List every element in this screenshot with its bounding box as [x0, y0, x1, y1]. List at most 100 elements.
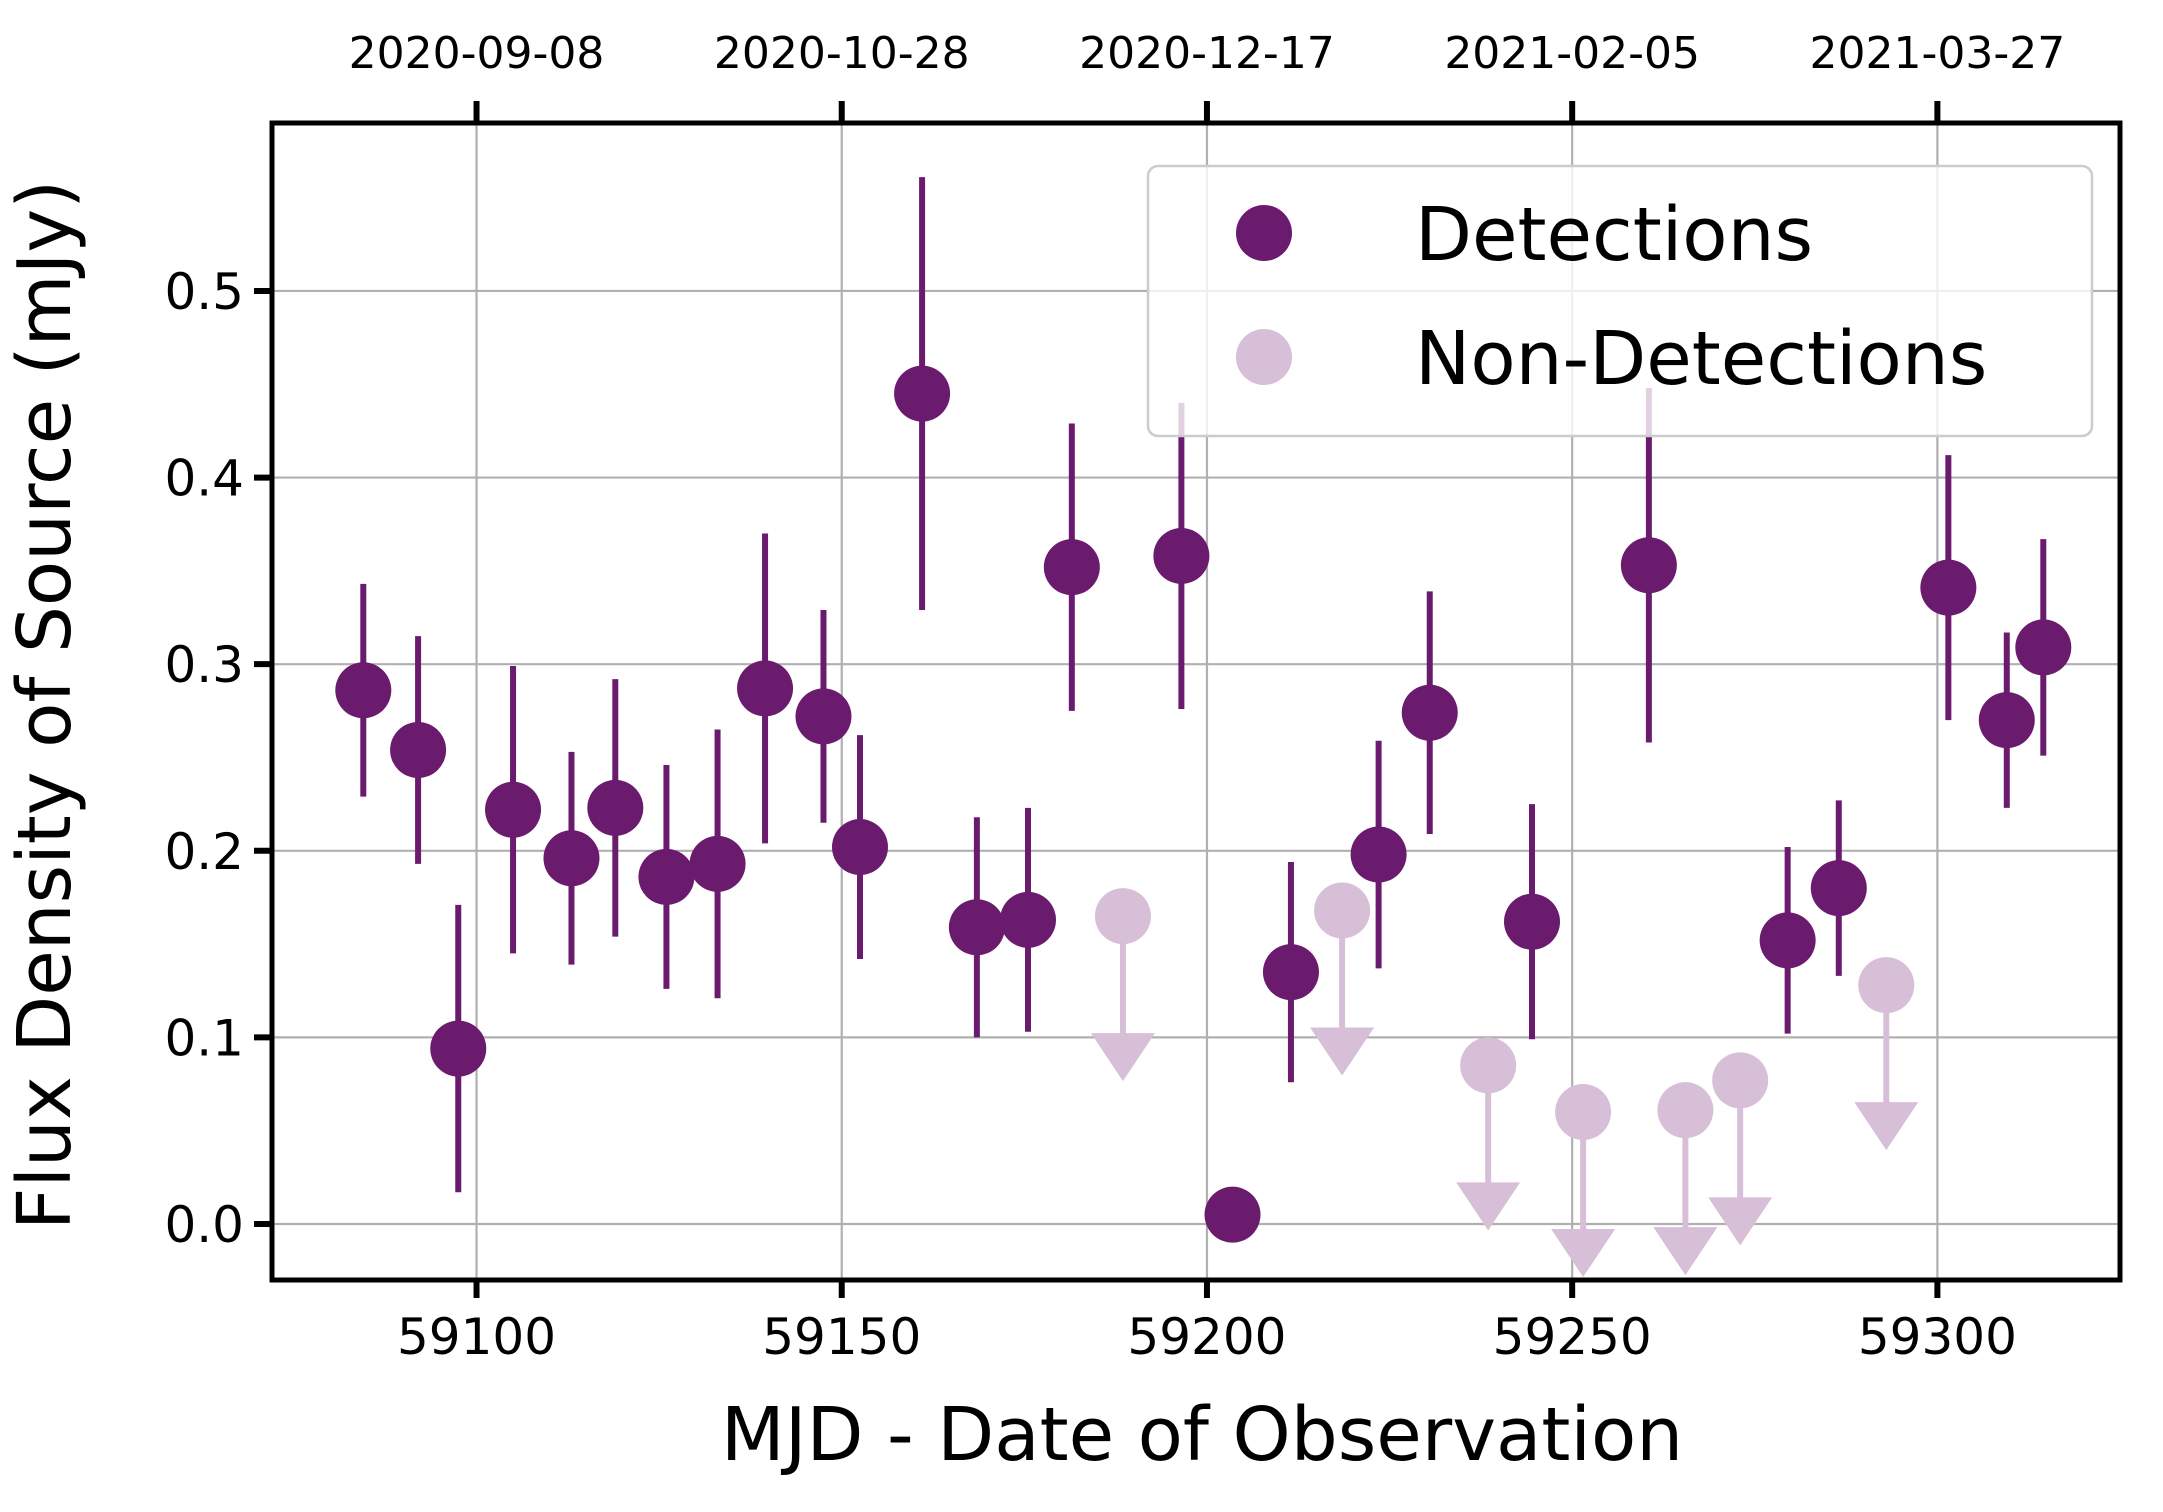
non-detection-point — [1551, 1084, 1616, 1278]
non-detection-marker — [1314, 882, 1371, 939]
y-tick-label: 0.1 — [164, 1009, 244, 1067]
detection-point — [737, 533, 794, 844]
detection-marker — [638, 848, 695, 905]
non-detection-point — [1854, 957, 1919, 1151]
detection-point — [948, 817, 1005, 1038]
top-tick-label: 2020-10-28 — [714, 28, 970, 79]
detection-point — [1759, 847, 1816, 1034]
detection-marker — [390, 722, 447, 779]
detection-point — [1204, 1186, 1261, 1243]
detection-point — [689, 729, 746, 999]
non-detection-point — [1456, 1037, 1521, 1231]
top-tick-label: 2021-03-27 — [1810, 28, 2066, 79]
detection-marker — [1920, 559, 1977, 616]
upper-limit-arrow-head — [1090, 1033, 1155, 1082]
non-detection-marker — [1094, 888, 1151, 945]
detection-point — [894, 177, 951, 611]
upper-limit-arrow-head — [1310, 1027, 1375, 1076]
detection-point — [1000, 807, 1056, 1032]
detection-point — [390, 636, 447, 864]
non-detection-point — [1090, 888, 1155, 1082]
top-tick-label: 2020-09-08 — [349, 28, 605, 79]
detection-marker — [1401, 684, 1458, 741]
detection-marker — [1978, 692, 2035, 749]
y-tick-label: 0.4 — [164, 450, 244, 508]
legend-box — [1146, 164, 2094, 438]
detection-point — [1350, 740, 1407, 969]
detection-point — [543, 751, 600, 965]
detection-marker — [430, 1020, 487, 1077]
non-detection-marker — [1712, 1052, 1769, 1109]
detection-point — [587, 679, 644, 937]
detection-point — [1978, 632, 2035, 808]
upper-limit-arrow-head — [1854, 1102, 1919, 1151]
y-tick-label: 0.2 — [164, 823, 244, 881]
detection-marker — [1759, 912, 1816, 969]
upper-limit-arrow-head — [1708, 1197, 1773, 1246]
legend: Detections Non-Detections — [1146, 164, 2094, 438]
detection-marker — [1504, 893, 1560, 950]
non-detection-point — [1708, 1052, 1773, 1246]
x-tick-label: 59300 — [1858, 1308, 2017, 1366]
non-detection-marker — [1555, 1084, 1612, 1141]
detection-point — [485, 666, 542, 954]
axis-ticks: 59100 59150 59200 59250 59300 2020-09-08 2020-… — [164, 28, 2065, 1366]
detection-marker — [543, 830, 600, 887]
y-tick-label: 0.3 — [164, 636, 244, 694]
legend-non-detections-marker — [1236, 329, 1292, 385]
detection-point — [1504, 804, 1560, 1040]
detection-marker — [795, 688, 852, 745]
plot-frame — [269, 120, 2123, 1283]
detection-marker — [832, 819, 888, 876]
detection-marker — [587, 779, 644, 836]
detection-marker — [335, 662, 392, 719]
detection-point — [2015, 539, 2072, 756]
x-tick-label: 59150 — [762, 1308, 921, 1366]
x-axis-label: MJD - Date of Observation — [721, 1392, 1683, 1478]
non-detection-marker — [1858, 957, 1915, 1014]
detection-marker — [1043, 539, 1100, 596]
detection-marker — [1810, 860, 1867, 917]
y-axis-label: Flux Density of Source (mJy) — [2, 180, 88, 1230]
detection-marker — [1350, 826, 1407, 883]
detection-point — [1920, 455, 1977, 721]
detection-point — [1620, 387, 1677, 743]
non-detection-marker — [1657, 1082, 1714, 1139]
detection-point — [1043, 423, 1100, 711]
detection-point — [1810, 800, 1867, 976]
legend-detections-label: Detections — [1415, 192, 1813, 278]
detection-marker — [948, 899, 1005, 956]
top-tick-label: 2020-12-17 — [1079, 28, 1335, 79]
detection-marker — [894, 365, 951, 422]
detections-layer — [335, 177, 2072, 1243]
upper-limit-arrow-head — [1551, 1229, 1616, 1278]
detection-marker — [1620, 537, 1677, 594]
detection-point — [638, 764, 695, 989]
detection-marker — [1204, 1186, 1261, 1243]
upper-limit-arrow-head — [1456, 1182, 1521, 1231]
detection-point — [1262, 861, 1319, 1083]
x-tick-label: 59250 — [1493, 1308, 1652, 1366]
detection-point — [1153, 402, 1210, 709]
non-detection-point — [1653, 1082, 1718, 1276]
detection-point — [832, 735, 888, 960]
non-detection-point — [1310, 882, 1375, 1076]
detection-marker — [1262, 944, 1319, 1001]
detection-marker — [485, 781, 542, 838]
legend-non-detections-label: Non-Detections — [1415, 316, 1987, 402]
detection-point — [335, 583, 392, 797]
y-tick-label: 0.5 — [164, 263, 244, 321]
y-tick-label: 0.0 — [164, 1196, 244, 1254]
detection-marker — [1153, 527, 1210, 584]
x-tick-label: 59100 — [397, 1308, 556, 1366]
detection-marker — [1000, 891, 1056, 948]
detection-marker — [2015, 619, 2072, 676]
detection-point — [1401, 591, 1458, 834]
detection-marker — [689, 835, 746, 892]
non-detections-layer — [1090, 882, 1919, 1278]
x-tick-label: 59200 — [1127, 1308, 1286, 1366]
upper-limit-arrow-head — [1653, 1227, 1718, 1276]
top-tick-label: 2021-02-05 — [1444, 28, 1700, 79]
non-detection-marker — [1460, 1037, 1517, 1094]
